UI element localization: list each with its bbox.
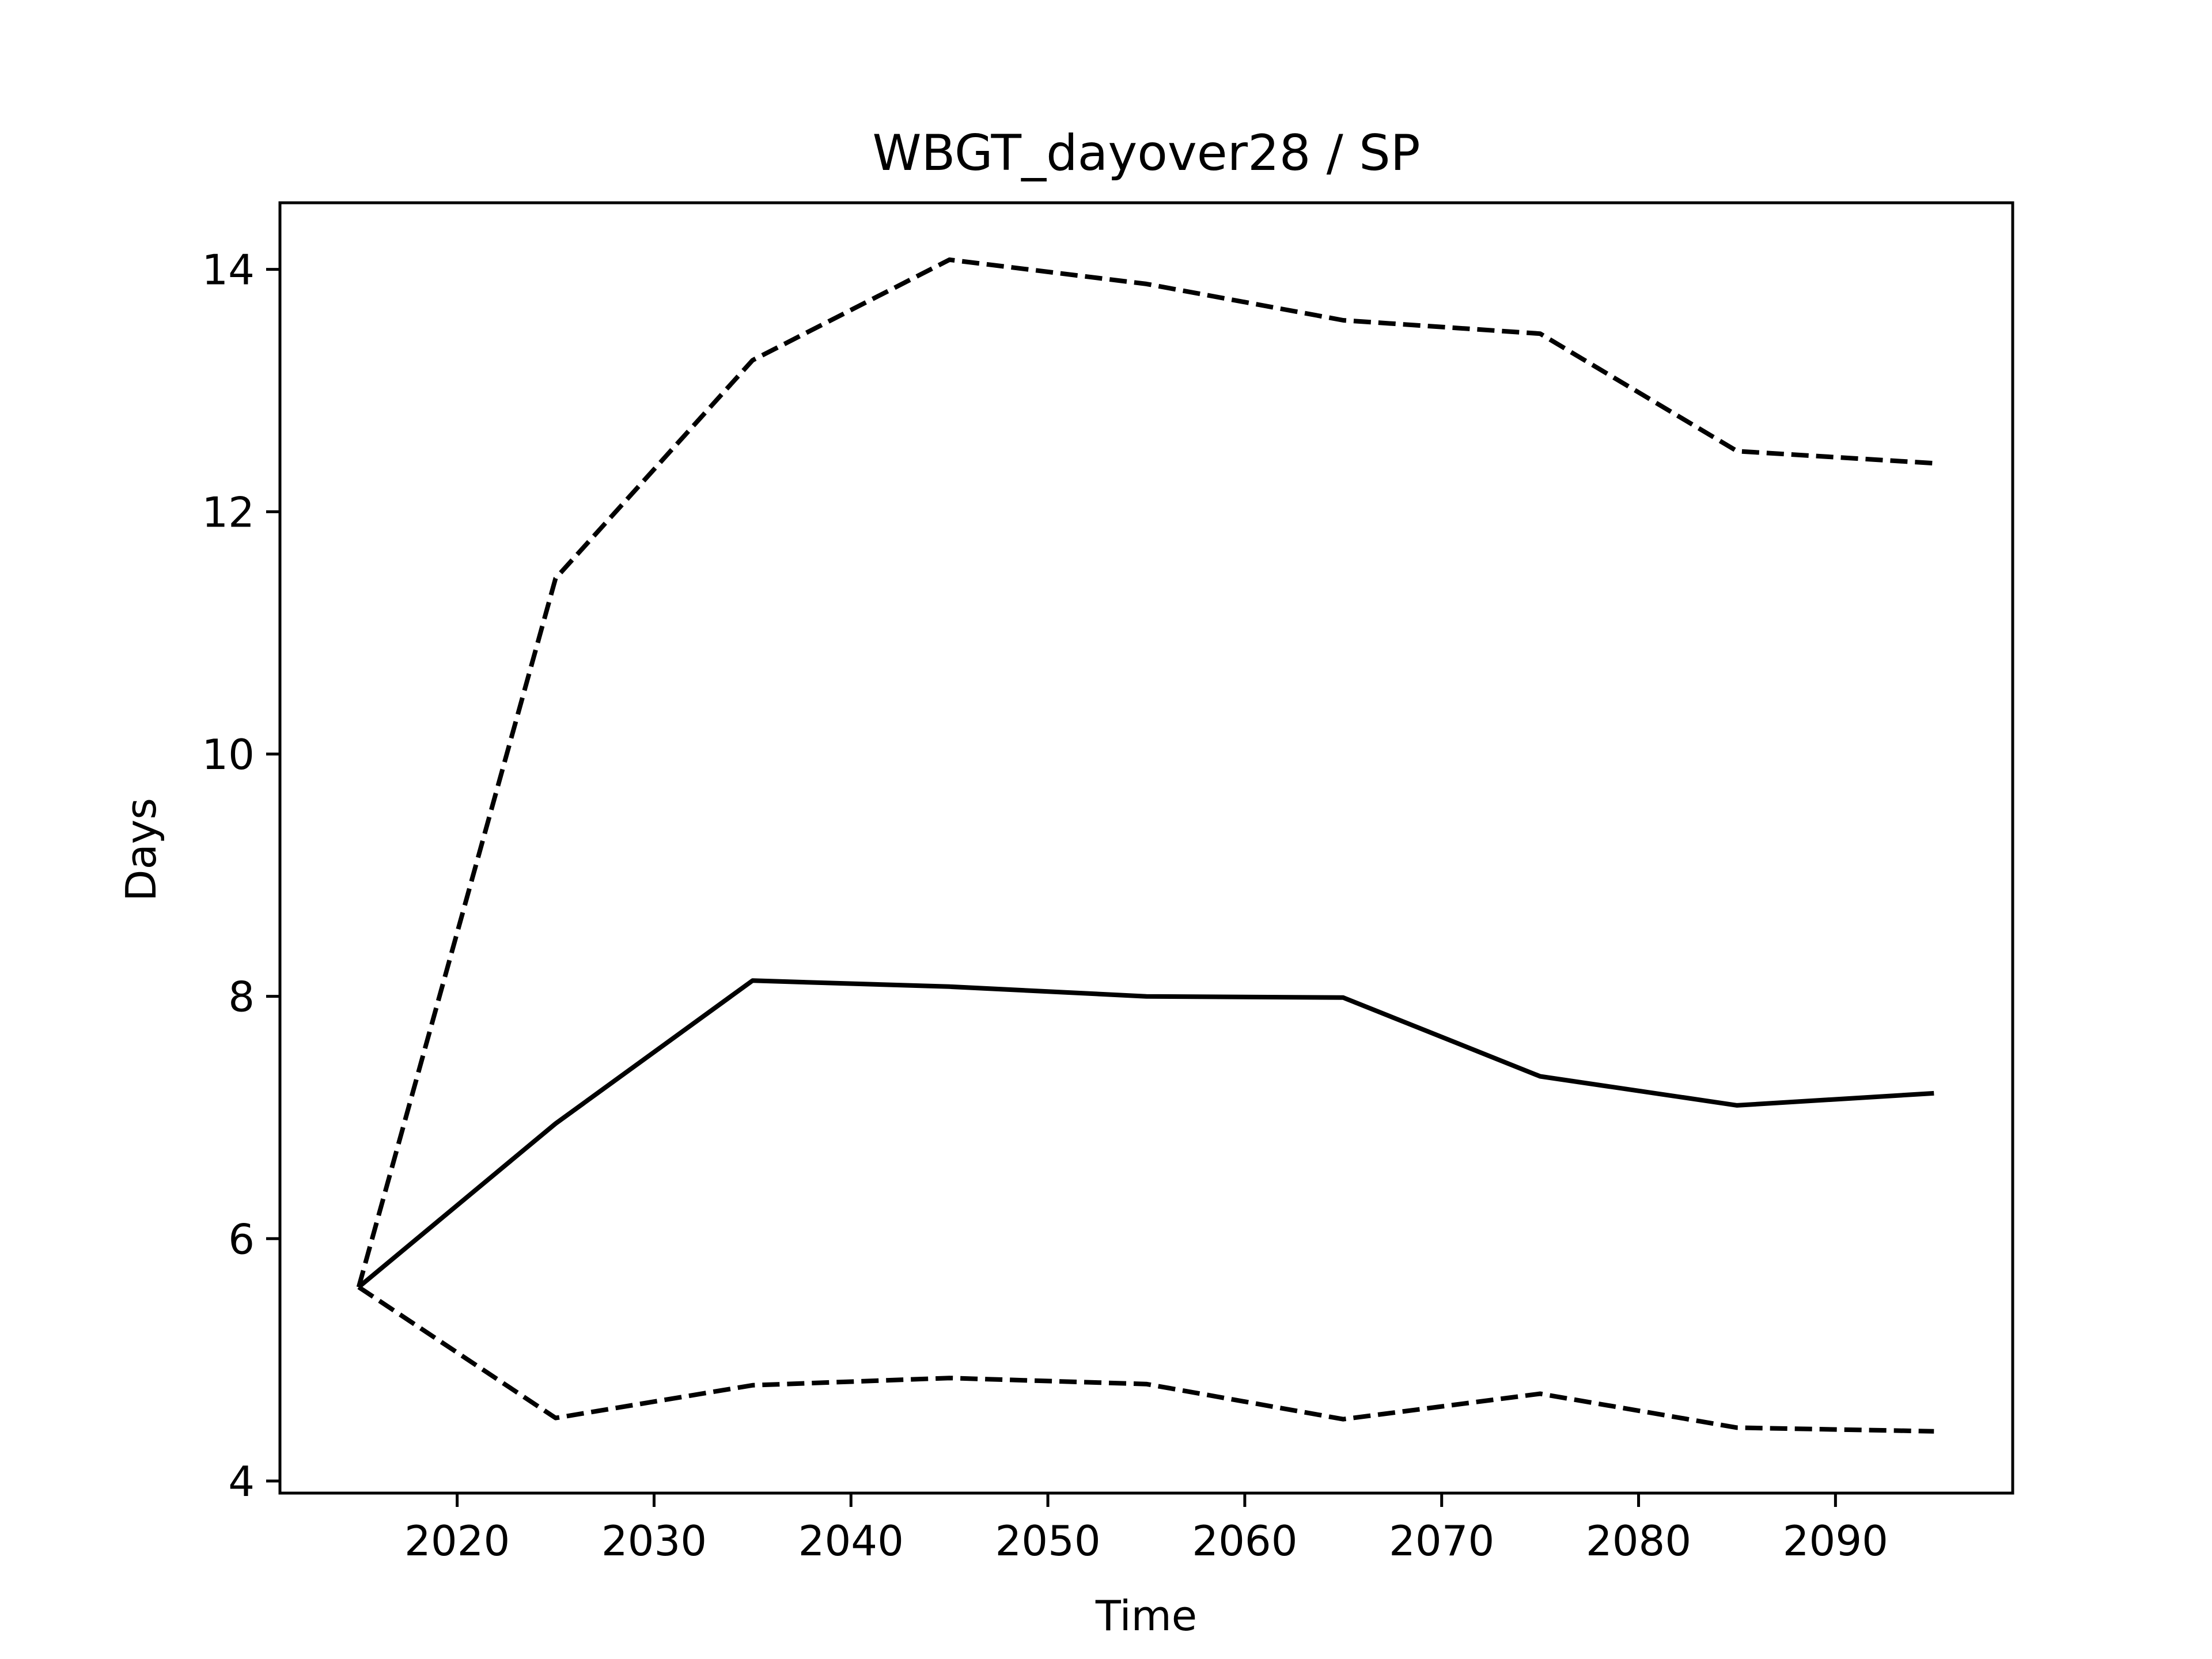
y-axis-label: Days: [117, 798, 165, 902]
y-tick-label-10: 10: [202, 730, 255, 779]
x-tick-label-2090: 2090: [1783, 1517, 1888, 1565]
x-axis-label: Time: [1095, 1592, 1197, 1640]
chart-title: WBGT_dayover28 / SP: [872, 124, 1420, 182]
x-tick-label-2040: 2040: [798, 1517, 904, 1565]
x-tick-label-2070: 2070: [1389, 1517, 1494, 1565]
y-tick-label-14: 14: [202, 246, 255, 294]
y-tick-label-6: 6: [228, 1215, 255, 1263]
series-line-2: [356, 257, 1934, 1288]
y-tick-label-4: 4: [228, 1457, 255, 1506]
series-line-1: [357, 978, 1934, 1289]
plot-area: 2020 2030 2040 2050 2060 2070 2080 2090 4 6 8 10 12 1…: [202, 201, 2014, 1565]
y-tick-label-12: 12: [202, 488, 255, 536]
x-tick-label-2030: 2030: [601, 1517, 707, 1565]
x-tick-label-2060: 2060: [1192, 1517, 1297, 1565]
x-tick-label-2050: 2050: [995, 1517, 1100, 1565]
x-tick-label-2080: 2080: [1586, 1517, 1691, 1565]
y-tick-label-8: 8: [228, 973, 255, 1021]
x-tick-label-2020: 2020: [404, 1517, 510, 1565]
series-line-3: [357, 1285, 1934, 1434]
plot-frame: [278, 201, 2014, 1495]
